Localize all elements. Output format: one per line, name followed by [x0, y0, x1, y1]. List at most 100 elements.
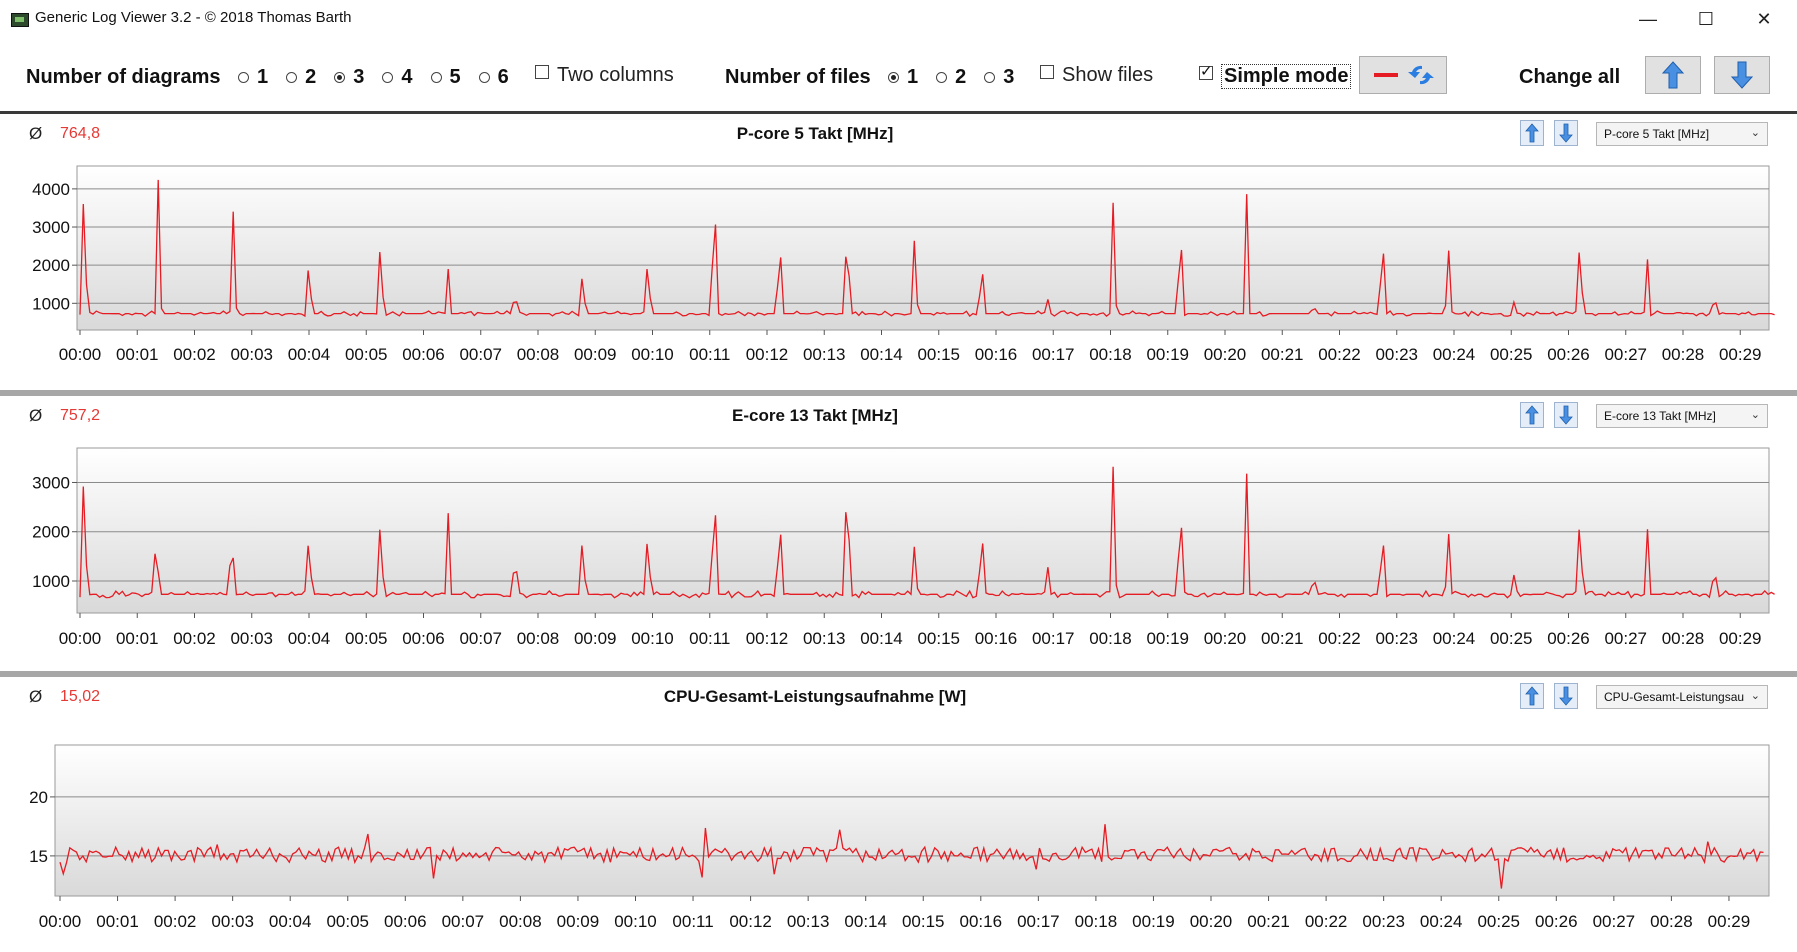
move-up-all-button[interactable] [1645, 56, 1701, 94]
average-value: 764,8 [60, 125, 101, 142]
diagram-count-radio-2[interactable]: 2 [286, 66, 316, 89]
x-tick-label: 00:23 [1375, 345, 1418, 364]
x-tick-label: 00:14 [860, 345, 903, 364]
y-tick-label: 3000 [32, 218, 70, 237]
radio-dot-icon [478, 72, 490, 83]
x-tick-label: 00:08 [499, 912, 542, 931]
file-count-radio-3[interactable]: 3 [984, 66, 1014, 89]
x-tick-label: 00:11 [672, 912, 713, 931]
panel-1-channel-select[interactable]: P-core 5 Takt [MHz] ⌄ [1596, 122, 1768, 146]
radio-dot-icon [430, 72, 442, 83]
radio-dot-icon [334, 72, 346, 83]
x-tick-label: 00:29 [1708, 912, 1751, 931]
series-line [79, 466, 1775, 599]
radio-dot-icon [286, 72, 298, 83]
x-tick-label: 00:16 [960, 912, 1003, 931]
file-count-radio-1[interactable]: 1 [888, 66, 918, 89]
x-tick-label: 00:21 [1247, 912, 1290, 931]
x-tick-label: 00:29 [1719, 629, 1762, 648]
x-tick-label: 00:15 [917, 629, 960, 648]
arrow-up-icon [1661, 61, 1685, 89]
x-tick-label: 00:06 [402, 629, 445, 648]
chart-p-core-5: 1000 2000 3000 4000 00:00 00:01 00:02 00:03 00:0… [32, 165, 1775, 364]
diagram-count-radio-4[interactable]: 4 [382, 66, 413, 89]
arrow-down-icon [1559, 405, 1573, 425]
toolbar-divider [0, 111, 1797, 114]
two-columns-checkbox[interactable]: Two columns [535, 64, 674, 87]
move-down-all-button[interactable] [1714, 56, 1770, 94]
x-tick-label: 00:11 [689, 629, 730, 648]
panel-separator [0, 671, 1797, 677]
x-tick-label: 00:28 [1662, 629, 1705, 648]
x-tick-label: 00:26 [1547, 345, 1590, 364]
x-tick-label: 00:03 [211, 912, 254, 931]
refresh-icon [1374, 65, 1434, 85]
panel-1-up-button[interactable] [1520, 120, 1544, 146]
number-of-files-label: Number of files [725, 66, 871, 88]
panel-2-channel-select[interactable]: E-core 13 Takt [MHz] ⌄ [1596, 404, 1768, 428]
x-tick-label: 00:10 [631, 345, 674, 364]
x-tick-label: 00:02 [173, 345, 216, 364]
panel-3-up-button[interactable] [1520, 683, 1544, 709]
panel-3-channel-select[interactable]: CPU-Gesamt-Leistungsau ⌄ [1596, 685, 1768, 709]
x-tick-label: 00:22 [1305, 912, 1348, 931]
x-tick-label: 00:21 [1261, 629, 1304, 648]
panel-1-down-button[interactable] [1554, 120, 1578, 146]
x-tick-label: 00:10 [631, 629, 674, 648]
panel-2-down-button[interactable] [1554, 402, 1578, 428]
chart-title: E-core 13 Takt [MHz] [732, 406, 898, 425]
x-tick-label: 00:03 [230, 629, 273, 648]
x-tick-label: 00:18 [1089, 629, 1132, 648]
x-tick-label: 00:28 [1650, 912, 1693, 931]
minimize-icon[interactable]: — [1639, 8, 1657, 29]
x-tick-label: 00:13 [787, 912, 830, 931]
diagram-count-radio-5[interactable]: 5 [430, 66, 461, 89]
x-tick-label: 00:13 [803, 345, 846, 364]
file-count-radio-2[interactable]: 2 [936, 66, 966, 89]
diagram-panel-1: Ø 764,8 P-core 5 Takt [MHz] P-core 5 Tak… [0, 114, 1797, 390]
x-tick-label: 00:17 [1017, 912, 1060, 931]
x-tick-label: 00:14 [860, 629, 903, 648]
chart-e-core-13: 1000 2000 3000 00:00 00:01 00:02 00:03 00:04 00:… [32, 447, 1775, 648]
x-tick-label: 00:22 [1318, 345, 1361, 364]
arrow-up-icon [1525, 405, 1539, 425]
chart-cpu-power: 15 20 00:00 00:01 00:02 00:03 00:04 00:05 00:06 0… [29, 744, 1770, 931]
chart-title: P-core 5 Takt [MHz] [736, 124, 894, 143]
x-tick-label: 00:27 [1604, 345, 1647, 364]
x-tick-label: 00:16 [975, 629, 1018, 648]
maximize-icon[interactable]: ☐ [1697, 8, 1715, 29]
panel-3-down-button[interactable] [1554, 683, 1578, 709]
diagram-count-radio-3[interactable]: 3 [334, 66, 364, 89]
average-symbol: Ø [29, 406, 43, 425]
simple-mode-checkbox[interactable]: Simple mode [1199, 62, 1352, 89]
x-tick-label: 00:18 [1075, 912, 1118, 931]
x-tick-label: 00:25 [1477, 912, 1520, 931]
panel-separator [0, 390, 1797, 396]
panel-2-up-button[interactable] [1520, 402, 1544, 428]
x-tick-label: 00:17 [1032, 345, 1075, 364]
x-tick-label: 00:12 [729, 912, 772, 931]
x-tick-label: 00:24 [1420, 912, 1463, 931]
x-tick-label: 00:15 [902, 912, 945, 931]
x-tick-label: 00:29 [1719, 345, 1762, 364]
close-icon[interactable]: ✕ [1756, 8, 1772, 29]
diagram-count-radio-1[interactable]: 1 [238, 66, 268, 89]
x-tick-label: 00:22 [1318, 629, 1361, 648]
x-tick-label: 00:02 [154, 912, 197, 931]
x-tick-label: 00:16 [975, 345, 1018, 364]
x-tick-label: 00:21 [1261, 345, 1304, 364]
x-tick-label: 00:18 [1089, 345, 1132, 364]
x-tick-label: 00:10 [614, 912, 657, 931]
diagram-count-radio-6[interactable]: 6 [478, 66, 509, 89]
x-tick-label: 00:04 [288, 345, 331, 364]
x-tick-label: 00:09 [574, 345, 617, 364]
line-style-refresh-button[interactable] [1359, 56, 1447, 94]
x-tick-label: 00:03 [230, 345, 273, 364]
show-files-checkbox[interactable]: Show files [1040, 64, 1153, 87]
x-tick-label: 00:24 [1433, 629, 1476, 648]
x-tick-label: 00:25 [1490, 345, 1533, 364]
x-tick-label: 00:08 [517, 629, 560, 648]
diagram-count-radio-group: 1 2 3 4 5 6 [238, 66, 527, 89]
x-tick-label: 00:04 [269, 912, 312, 931]
radio-dot-icon [984, 72, 996, 83]
